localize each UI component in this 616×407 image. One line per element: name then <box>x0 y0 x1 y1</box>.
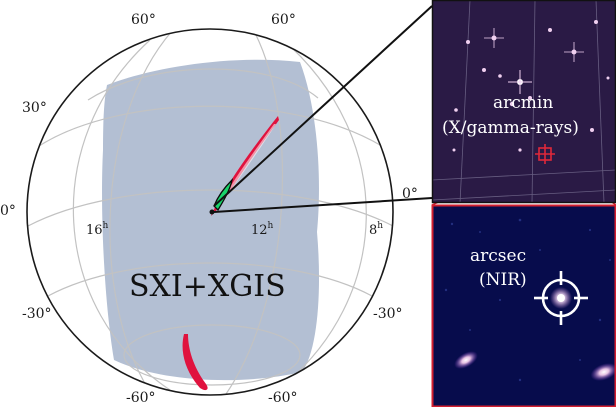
inset-nir-field: arcsec (NIR) <box>432 205 616 407</box>
inset-xray-grid <box>432 0 616 203</box>
inset-xray-stars <box>452 20 610 152</box>
dec-line-60s <box>123 324 301 386</box>
ra-label-12h: 12h <box>251 221 274 238</box>
ra-label-8h: 8h <box>369 221 383 238</box>
dec-line-60n <box>87 68 319 101</box>
inset-xray-background <box>432 0 616 203</box>
dec-label-right: 0° <box>402 186 418 202</box>
coordinate-grid <box>27 30 393 395</box>
dec-line-30s <box>47 262 373 297</box>
dec-label-left: 0° <box>0 203 16 219</box>
ra-unit-8: h <box>377 221 383 231</box>
coverage-region <box>102 59 320 381</box>
error-region-south <box>182 334 208 391</box>
inset-nir-galaxy-right <box>590 363 616 381</box>
ra-hour-8: 8 <box>369 223 377 238</box>
right-ascension-labels: 16h 12h 8h <box>86 221 383 238</box>
inset-nir-galaxy-left <box>454 351 478 369</box>
crosshair-icon <box>534 271 588 325</box>
ra-label-16h: 16h <box>86 221 109 238</box>
ra-line-8h <box>279 36 367 389</box>
celestial-sphere <box>26 28 394 396</box>
dec-line-equator <box>27 189 393 227</box>
inset-nir-background <box>432 205 616 407</box>
ra-line-12h <box>225 30 284 395</box>
dec-line-30n <box>35 105 389 151</box>
connector-bottom <box>213 197 433 213</box>
sphere-outline <box>26 28 394 396</box>
dec-label-top-left: 60° <box>131 12 156 28</box>
inset-xray-target-box <box>535 144 555 164</box>
ra-line-16h <box>109 30 173 393</box>
inset-xray-field: arcmin (X/gamma-rays) <box>432 0 616 203</box>
ra-hour-12: 12 <box>251 223 268 238</box>
ra-unit-12: h <box>268 221 274 231</box>
inset-xray-subtitle: (X/gamma-rays) <box>442 118 579 138</box>
inset-nir-source-core <box>557 294 565 302</box>
declination-labels: 60° 60° 30° 0° -30° -60° -30° -60° 0° <box>0 12 418 406</box>
dec-label-top-right: 60° <box>271 12 296 28</box>
ra-line-20h <box>72 39 171 391</box>
inset-xray-title: arcmin <box>493 93 553 113</box>
dec-label-bottom-right-low: -30° <box>373 306 403 322</box>
dec-label-mid-left: 30° <box>22 100 47 116</box>
dec-label-bottom-right: -60° <box>268 390 298 406</box>
inset-nir-noise <box>444 218 611 382</box>
inset-nir-subtitle: (NIR) <box>479 270 527 290</box>
inset-nir-title: arcsec <box>470 246 526 266</box>
dec-label-bottom-left: -60° <box>126 390 156 406</box>
ra-hour-16: 16 <box>86 223 103 238</box>
dec-label-bottom-left-low: -30° <box>22 306 52 322</box>
instrument-label: SXI+XGIS <box>129 269 286 304</box>
ra-unit-16: h <box>103 221 109 231</box>
connector-top <box>213 5 433 207</box>
target-point <box>209 209 215 215</box>
